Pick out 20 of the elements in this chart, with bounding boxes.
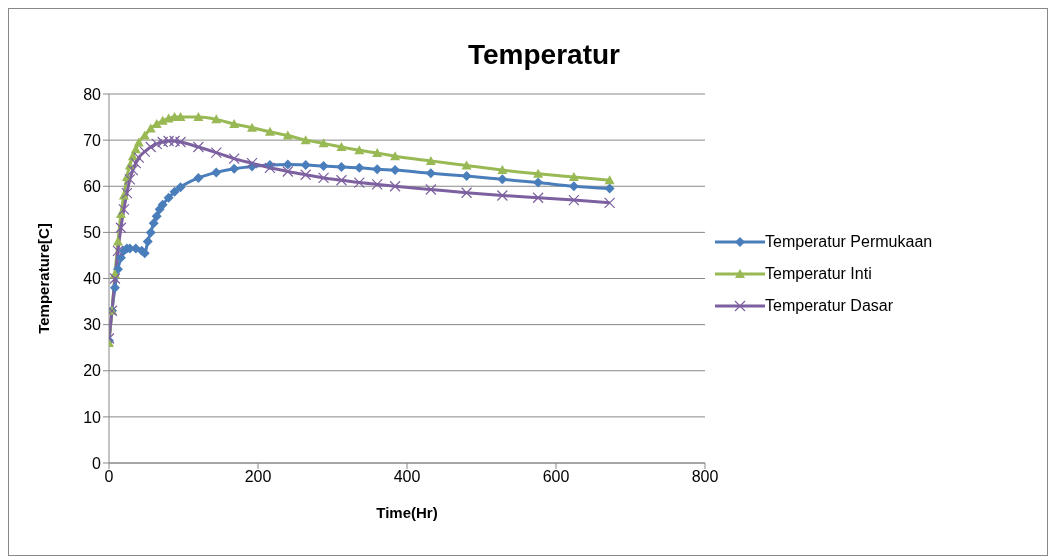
legend-label: Temperatur Permukaan: [765, 233, 933, 251]
legend-label: Temperatur Dasar: [765, 297, 894, 315]
y-tick-label: 30: [83, 316, 102, 334]
x-tick-label: 400: [393, 468, 421, 486]
x-tick-label: 0: [104, 468, 114, 486]
x-axis-title: Time(Hr): [376, 504, 438, 521]
x-tick-label: 600: [542, 468, 570, 486]
y-tick-label: 80: [83, 85, 102, 103]
x-tick-label: 800: [691, 468, 719, 486]
y-axis-title: Temperature[C]: [35, 223, 53, 334]
x-tick-label: 200: [244, 468, 272, 486]
y-tick-label: 0: [92, 454, 102, 472]
y-tick-label: 60: [83, 177, 102, 195]
y-tick-label: 10: [83, 408, 102, 426]
y-tick-label: 50: [83, 224, 102, 242]
y-tick-label: 40: [83, 270, 102, 288]
legend-label: Temperatur Inti: [765, 265, 872, 283]
y-tick-label: 70: [83, 131, 102, 149]
chart-title: Temperatur: [467, 39, 621, 71]
y-tick-label: 20: [83, 362, 102, 380]
